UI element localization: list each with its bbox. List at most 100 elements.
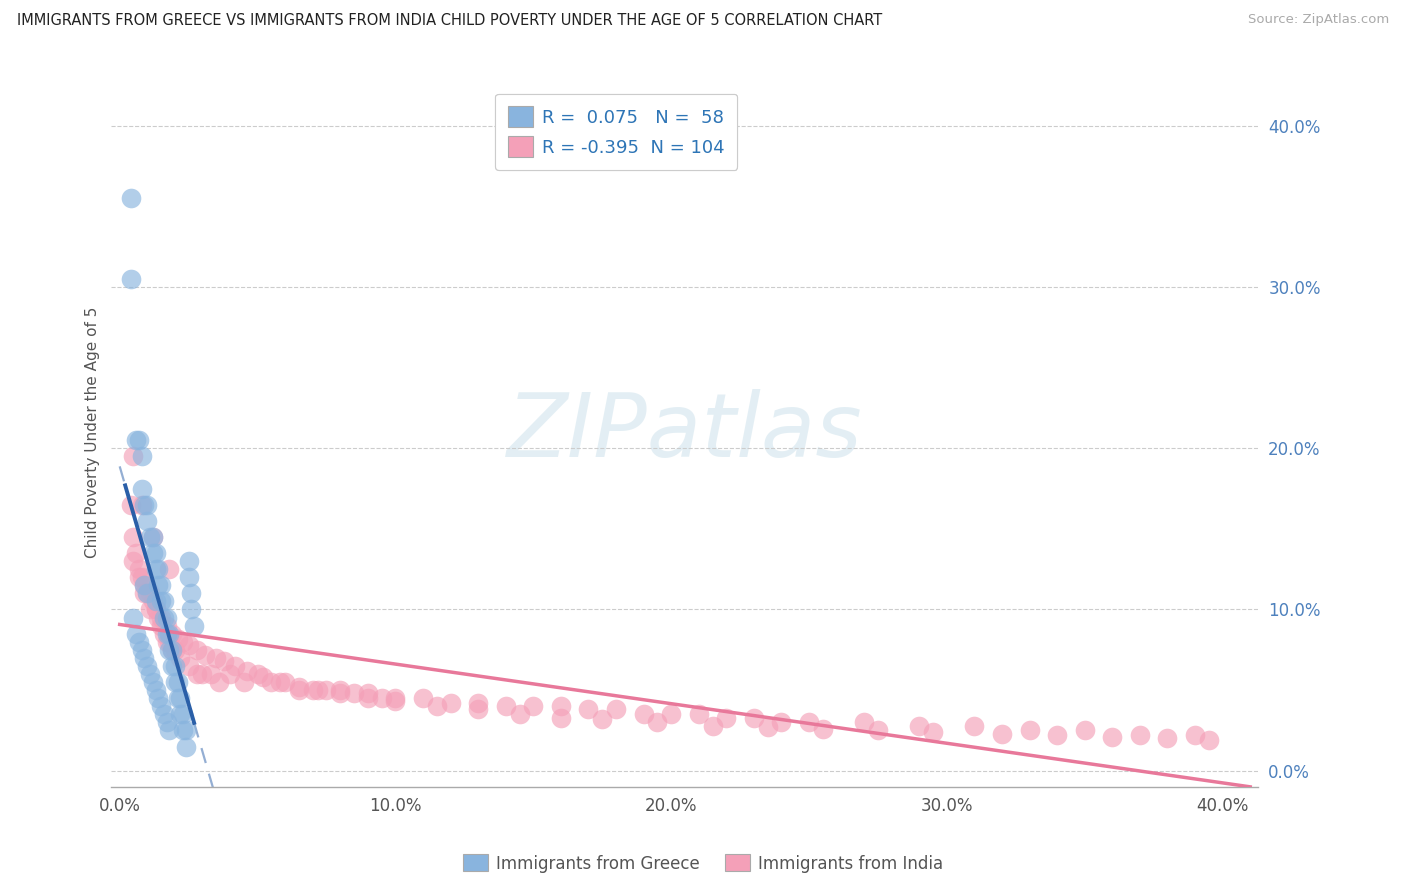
Point (157, 626, 180, 640)
Point (134, 651, 156, 665)
Point (174, 739, 197, 754)
Point (145, 683, 167, 698)
Point (177, 638, 200, 652)
Point (246, 667, 269, 681)
Point (1184, 728, 1206, 742)
Point (315, 683, 337, 698)
Point (172, 723, 194, 738)
Point (214, 654, 236, 668)
Point (128, 634, 150, 648)
Point (169, 651, 191, 665)
Point (756, 720, 779, 734)
Point (329, 683, 352, 698)
Point (145, 546, 167, 560)
Point (139, 586, 162, 600)
Point (412, 691, 434, 706)
Point (131, 570, 153, 584)
Point (269, 675, 291, 690)
Point (145, 594, 167, 608)
Point (153, 610, 176, 624)
Point (550, 699, 572, 714)
Point (128, 433, 150, 447)
Point (163, 659, 186, 673)
Point (922, 725, 945, 739)
Point (155, 634, 177, 648)
Point (125, 433, 148, 447)
Point (508, 707, 530, 722)
Point (186, 642, 208, 657)
Point (155, 715, 177, 730)
Point (157, 562, 180, 576)
Point (125, 626, 148, 640)
Point (122, 530, 145, 544)
Point (180, 602, 202, 616)
Point (120, 191, 142, 205)
Point (177, 659, 200, 673)
Point (150, 578, 173, 592)
Point (155, 626, 177, 640)
Point (522, 699, 544, 714)
Point (120, 498, 142, 512)
Point (153, 707, 176, 722)
Point (148, 578, 170, 592)
Text: ZIPatlas: ZIPatlas (508, 389, 863, 475)
Point (647, 715, 669, 730)
Point (148, 691, 170, 706)
Point (1018, 723, 1040, 738)
Point (1198, 733, 1220, 747)
Point (191, 667, 214, 681)
Point (122, 450, 145, 464)
Point (172, 634, 194, 648)
Point (157, 634, 180, 648)
Point (169, 707, 191, 722)
Point (605, 702, 627, 716)
Point (307, 683, 329, 698)
Point (150, 610, 173, 624)
Point (591, 712, 613, 726)
Point (150, 618, 173, 632)
Point (260, 675, 283, 690)
Point (139, 602, 162, 616)
Point (160, 642, 183, 657)
Point (160, 642, 183, 657)
Point (357, 691, 380, 706)
Point (150, 699, 173, 714)
Point (908, 718, 931, 732)
Point (177, 570, 200, 584)
Point (232, 675, 254, 690)
Point (180, 586, 202, 600)
Point (357, 686, 380, 700)
Point (148, 610, 170, 624)
Point (142, 530, 165, 544)
Point (274, 675, 297, 690)
Point (252, 670, 274, 684)
Y-axis label: Child Poverty Under the Age of 5: Child Poverty Under the Age of 5 (86, 307, 100, 558)
Point (853, 715, 876, 730)
Point (160, 626, 183, 640)
Point (384, 694, 406, 708)
Point (742, 710, 765, 724)
Point (136, 514, 159, 528)
Point (136, 586, 159, 600)
Point (160, 659, 183, 673)
Point (426, 699, 449, 714)
Point (134, 578, 156, 592)
Point (770, 715, 793, 730)
Point (208, 675, 231, 690)
Point (120, 272, 142, 286)
Point (186, 667, 208, 681)
Point (688, 707, 710, 722)
Point (467, 702, 489, 716)
Point (550, 710, 572, 724)
Text: IMMIGRANTS FROM GREECE VS IMMIGRANTS FROM INDIA CHILD POVERTY UNDER THE AGE OF 5: IMMIGRANTS FROM GREECE VS IMMIGRANTS FRO… (17, 13, 882, 29)
Point (991, 726, 1014, 740)
Point (633, 707, 655, 722)
Point (716, 710, 738, 724)
Point (329, 686, 352, 700)
Point (163, 675, 186, 690)
Point (166, 691, 188, 706)
Point (131, 450, 153, 464)
Point (131, 642, 153, 657)
Point (131, 498, 153, 512)
Point (157, 723, 180, 738)
